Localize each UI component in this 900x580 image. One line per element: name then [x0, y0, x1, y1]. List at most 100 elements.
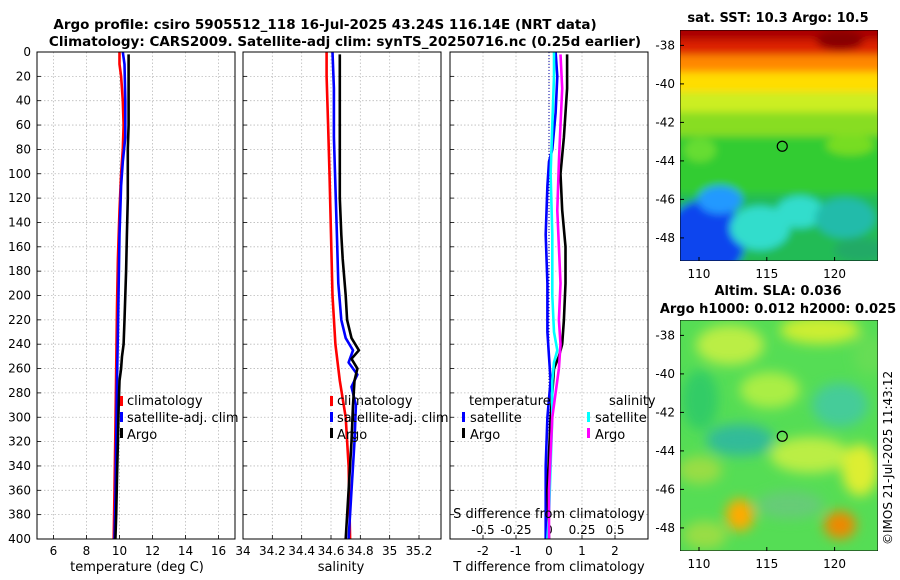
imos-copyright: ©IMOS 21-Jul-2025 11:43:12: [881, 371, 895, 545]
series-temperature-satellite: [544, 51, 559, 539]
series-salinity-argo: [547, 54, 564, 539]
map-y-tick-label: -40: [655, 367, 675, 381]
map-x-tick-label: 115: [755, 267, 778, 281]
t-difference-xlabel: T difference from climatology: [452, 560, 645, 575]
sla-map: [680, 320, 878, 551]
depth-tick-label: 120: [8, 191, 31, 205]
x-tick-label: 8: [83, 544, 91, 558]
depth-tick-label: 260: [8, 362, 31, 376]
series-argo: [114, 54, 130, 540]
depth-tick-label: 340: [8, 459, 31, 473]
map-y-tick-label: -46: [655, 482, 675, 496]
depth-tick-label: 400: [8, 532, 31, 546]
x-tick-label: 34: [235, 544, 250, 558]
map-y-tick-label: -40: [655, 77, 675, 91]
map-y-tick-label: -42: [655, 405, 675, 419]
series-argo: [338, 54, 361, 540]
sla-map-axes: 110 115 120 -38 -40 -42 -44 -46 -48: [655, 328, 846, 571]
x-tick-label: 10: [112, 544, 127, 558]
salinity-panel: 34 34.2 34.4 34.6 34.8 35 35.2: [235, 51, 442, 558]
legend-climatology: climatology: [127, 394, 203, 409]
legend-climatology: climatology: [337, 394, 413, 409]
depth-tick-label: 140: [8, 215, 31, 229]
argo-position-marker: [776, 430, 788, 442]
x-tick-label: 34.6: [318, 544, 345, 558]
map-x-tick-label: 110: [688, 267, 711, 281]
legend-argo: Argo: [337, 428, 367, 443]
legend-t-satellite: satellite: [470, 411, 522, 426]
x-tick-label: 35.2: [406, 544, 433, 558]
sst-map: [680, 30, 878, 261]
x-tick-label: 34.2: [259, 544, 286, 558]
depth-tick-label: 220: [8, 313, 31, 327]
depth-tick-label: 360: [8, 483, 31, 497]
x-tick-label: 34.8: [347, 544, 374, 558]
map-y-tick-label: -44: [655, 154, 675, 168]
sla-map-title: Altim. SLA: 0.036: [715, 284, 842, 299]
plot-frame: [449, 51, 649, 540]
depth-tick-label: 300: [8, 410, 31, 424]
x-tick-label: 0: [545, 544, 553, 558]
sla-map-subtitle: Argo h1000: 0.012 h2000: 0.025: [660, 302, 896, 317]
x-tick-label: 35: [382, 544, 397, 558]
depth-tick-label: 80: [16, 142, 31, 156]
s-tick-label: 0.25: [569, 523, 596, 537]
x-tick-label: 2: [611, 544, 619, 558]
depth-tick-label: 100: [8, 167, 31, 181]
x-tick-label: 34.4: [288, 544, 315, 558]
s-tick-label: -0.25: [500, 523, 531, 537]
figure-title-line1: Argo profile: csiro 5905512_118 16-Jul-2…: [53, 17, 596, 33]
map-x-tick-label: 120: [823, 267, 846, 281]
map-y-tick-label: -38: [655, 328, 675, 342]
series-climatology: [325, 52, 352, 540]
legend-t-argo: Argo: [470, 428, 500, 443]
depth-tick-label: 160: [8, 240, 31, 254]
depth-tick-label: 0: [23, 45, 31, 59]
argo-position-marker: [776, 140, 788, 152]
series-temperature-argo: [546, 54, 569, 540]
x-tick-label: -1: [510, 544, 522, 558]
depth-tick-label: 20: [16, 69, 31, 83]
x-tick-label: 6: [50, 544, 58, 558]
salinity-xlabel: salinity: [318, 560, 365, 575]
sst-map-title: sat. SST: 10.3 Argo: 10.5: [687, 11, 868, 26]
map-y-tick-label: -48: [655, 231, 675, 245]
legend-salinity-title: salinity: [609, 394, 656, 409]
map-x-tick-label: 120: [823, 557, 846, 571]
depth-tick-label: 180: [8, 264, 31, 278]
map-y-tick-label: -38: [655, 38, 675, 52]
salinity-legend: climatology satellite-adj. clim Argo: [330, 394, 449, 443]
x-tick-label: 12: [145, 544, 160, 558]
plot-frame: [242, 51, 442, 540]
depth-tick-label: 200: [8, 289, 31, 303]
legend-s-argo: Argo: [595, 428, 625, 443]
s-tick-label: 0.5: [605, 523, 624, 537]
legend-s-satellite: satellite: [595, 411, 647, 426]
depth-tick-label: 320: [8, 435, 31, 449]
temperature-xlabel: temperature (deg C): [70, 560, 204, 575]
x-tick-label: 1: [578, 544, 586, 558]
sst-map-axes: 110 115 120 -38 -40 -42 -44 -46 -48: [655, 38, 846, 281]
depth-tick-label: 40: [16, 94, 31, 108]
map-y-tick-label: -42: [655, 115, 675, 129]
figure-title-line2: Climatology: CARS2009. Satellite-adj cli…: [49, 34, 641, 50]
depth-tick-label: 60: [16, 118, 31, 132]
depth-tick-label: 280: [8, 386, 31, 400]
plot-frame: [36, 51, 236, 540]
x-tick-label: 14: [178, 544, 193, 558]
map-y-tick-label: -44: [655, 444, 675, 458]
map-y-tick-label: -46: [655, 192, 675, 206]
map-x-tick-label: 115: [755, 557, 778, 571]
legend-temperature-title: temperature: [469, 394, 551, 409]
temperature-legend: climatology satellite-adj. clim Argo: [120, 394, 239, 443]
x-tick-label: -2: [477, 544, 489, 558]
depth-axis: 0 20 40 60 80 100 120 140 160 180 200 220 240 260 280 3…: [8, 45, 31, 546]
s-tick-label: -0.5: [471, 523, 494, 537]
difference-legend: temperature satellite Argo salinity sate…: [462, 394, 656, 443]
temperature-panel: 6 8 10 12 14 16: [36, 51, 236, 558]
depth-tick-label: 380: [8, 508, 31, 522]
series-satellite-adj-clim: [113, 51, 127, 540]
map-y-tick-label: -48: [655, 521, 675, 535]
